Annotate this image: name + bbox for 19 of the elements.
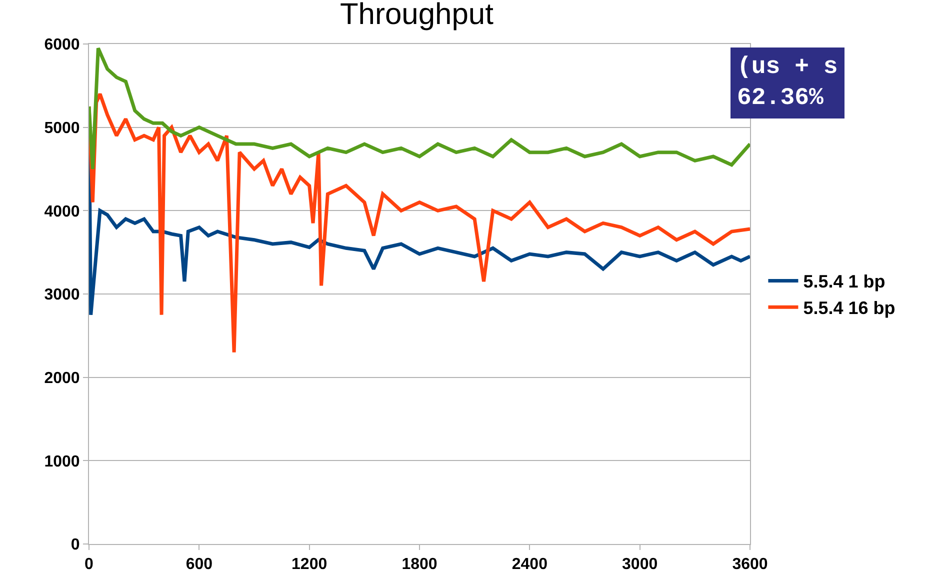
y-tick-label: 4000 <box>44 203 80 220</box>
y-tick-label: 3000 <box>44 286 80 304</box>
x-tick-label: 3600 <box>732 556 768 574</box>
y-tick-label: 0 <box>70 536 80 554</box>
y-tick-label: 1000 <box>44 453 80 470</box>
y-tick-label: 2000 <box>44 370 80 387</box>
x-tick-label: 1800 <box>402 556 438 574</box>
x-tick-label: 600 <box>186 556 213 574</box>
x-tick-label: 2400 <box>512 556 548 574</box>
annotation: (us + s <box>737 54 838 81</box>
chart-title: Throughput <box>340 0 494 31</box>
y-tick-label: 5000 <box>44 120 80 137</box>
x-tick-label: 0 <box>84 556 94 574</box>
legend-label: 5.5.4 16 bp <box>803 298 896 318</box>
annotation: 62.36% <box>737 85 824 112</box>
y-tick-label: 6000 <box>44 36 80 54</box>
x-tick-label: 1200 <box>292 556 328 574</box>
legend-label: 5.5.4 1 bp <box>803 272 886 292</box>
x-tick-label: 3000 <box>622 556 658 574</box>
